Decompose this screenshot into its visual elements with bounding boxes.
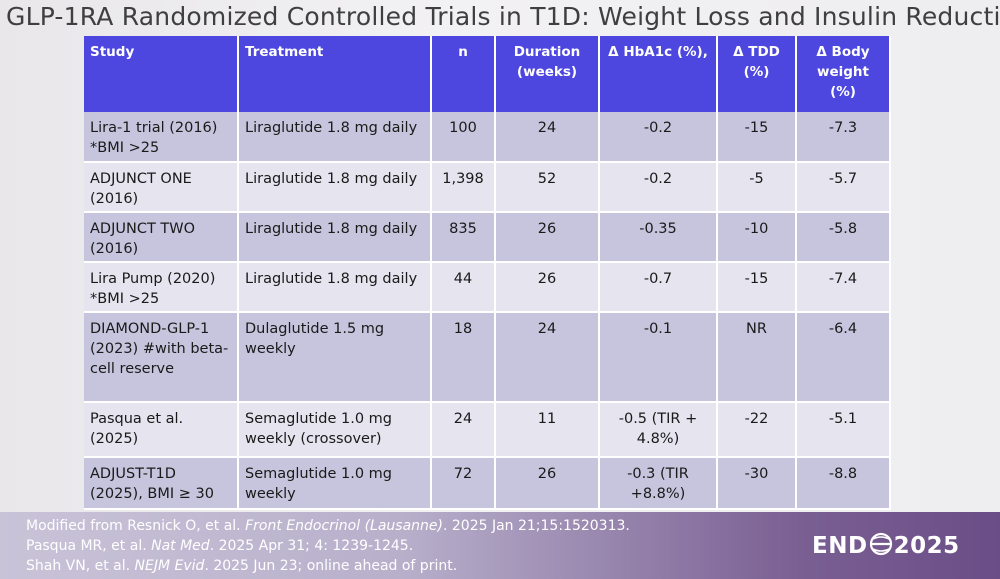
cell-duration: 26 [495,457,600,510]
cell-n: 1,398 [431,162,496,213]
cell-hba1c: -0.35 [599,212,718,263]
header-duration: Duration (weeks) [495,36,600,112]
cell-body-weight: -5.7 [796,162,891,213]
table-row: Lira Pump (2020) *BMI >25 Liraglutide 1.… [84,262,891,313]
cell-treatment: Semaglutide 1.0 mg weekly [238,457,432,510]
cell-tdd: NR [717,312,797,403]
logo-text-left: END [812,533,868,559]
reference-2-citation: . 2025 Apr 31; 4: 1239-1245. [209,538,414,554]
cell-duration: 24 [495,312,600,403]
cell-duration: 26 [495,212,600,263]
cell-n: 44 [431,262,496,313]
header-treatment: Treatment [238,36,432,112]
cell-study: DIAMOND-GLP-1 (2023) #with beta-cell res… [84,312,239,403]
cell-treatment: Liraglutide 1.8 mg daily [238,262,432,313]
cell-duration: 11 [495,402,600,458]
reference-2-journal: Nat Med [151,538,210,554]
cell-study: Lira Pump (2020) *BMI >25 [84,262,239,313]
cell-treatment: Semaglutide 1.0 mg weekly (crossover) [238,402,432,458]
cell-body-weight: -5.1 [796,402,891,458]
cell-hba1c: -0.5 (TIR + 4.8%) [599,402,718,458]
trials-table: Study Treatment n Duration (weeks) Δ HbA… [84,36,891,510]
reference-1-text: Modified from Resnick O, et al. [26,518,246,534]
slide-title: GLP-1RA Randomized Controlled Trials in … [6,2,1000,31]
cell-study: Pasqua et al. (2025) [84,402,239,458]
header-hba1c: Δ HbA1c (%), [599,36,718,112]
cell-body-weight: -7.4 [796,262,891,313]
reference-2: Pasqua MR, et al. Nat Med. 2025 Apr 31; … [26,538,413,554]
cell-n: 72 [431,457,496,510]
reference-3-journal: NEJM Evid [134,558,205,574]
cell-n: 100 [431,112,496,163]
cell-duration: 26 [495,262,600,313]
table-row: ADJUNCT TWO (2016) Liraglutide 1.8 mg da… [84,212,891,263]
cell-n: 18 [431,312,496,403]
reference-3-text: Shah VN, et al. [26,558,135,574]
table-row: DIAMOND-GLP-1 (2023) #with beta-cell res… [84,312,891,403]
cell-tdd: -15 [717,112,797,163]
cell-hba1c: -0.2 [599,112,718,163]
cell-duration: 52 [495,162,600,213]
reference-3: Shah VN, et al. NEJM Evid. 2025 Jun 23; … [26,558,457,574]
endo-logo: END 2025 [812,532,960,559]
cell-n: 24 [431,402,496,458]
cell-tdd: -10 [717,212,797,263]
cell-hba1c: -0.7 [599,262,718,313]
cell-tdd: -30 [717,457,797,510]
cell-tdd: -15 [717,262,797,313]
logo-text-right: 2025 [893,533,960,559]
cell-n: 835 [431,212,496,263]
cell-treatment: Dulaglutide 1.5 mg weekly [238,312,432,403]
reference-2-text: Pasqua MR, et al. [26,538,152,554]
reference-1-journal: Front Endocrinol (Lausanne) [245,518,443,534]
reference-1: Modified from Resnick O, et al. Front En… [26,518,630,534]
cell-tdd: -22 [717,402,797,458]
cell-body-weight: -5.8 [796,212,891,263]
cell-treatment: Liraglutide 1.8 mg daily [238,162,432,213]
reference-1-citation: . 2025 Jan 21;15:1520313. [442,518,630,534]
cell-treatment: Liraglutide 1.8 mg daily [238,112,432,163]
cell-body-weight: -8.8 [796,457,891,510]
cell-study: Lira-1 trial (2016) *BMI >25 [84,112,239,163]
cell-duration: 24 [495,112,600,163]
table-row: ADJUNCT ONE (2016) Liraglutide 1.8 mg da… [84,162,891,213]
cell-body-weight: -7.3 [796,112,891,163]
cell-tdd: -5 [717,162,797,213]
cell-study: ADJUNCT TWO (2016) [84,212,239,263]
header-row: Study Treatment n Duration (weeks) Δ HbA… [84,36,891,112]
footer-band [0,512,1000,579]
reference-3-citation: . 2025 Jun 23; online ahead of print. [204,558,458,574]
cell-hba1c: -0.3 (TIR +8.8%) [599,457,718,510]
cell-treatment: Liraglutide 1.8 mg daily [238,212,432,263]
cell-study: ADJUST-T1D (2025), BMI ≥ 30 [84,457,239,510]
table-row: ADJUST-T1D (2025), BMI ≥ 30 Semaglutide … [84,457,891,510]
header-body-weight: Δ Body weight (%) [796,36,891,112]
globe-icon [869,532,892,556]
header-n: n [431,36,496,112]
cell-study: ADJUNCT ONE (2016) [84,162,239,213]
table-row: Pasqua et al. (2025) Semaglutide 1.0 mg … [84,402,891,458]
header-tdd: Δ TDD (%) [717,36,797,112]
table-row: Lira-1 trial (2016) *BMI >25 Liraglutide… [84,112,891,163]
cell-hba1c: -0.1 [599,312,718,403]
cell-hba1c: -0.2 [599,162,718,213]
header-study: Study [84,36,239,112]
cell-body-weight: -6.4 [796,312,891,403]
